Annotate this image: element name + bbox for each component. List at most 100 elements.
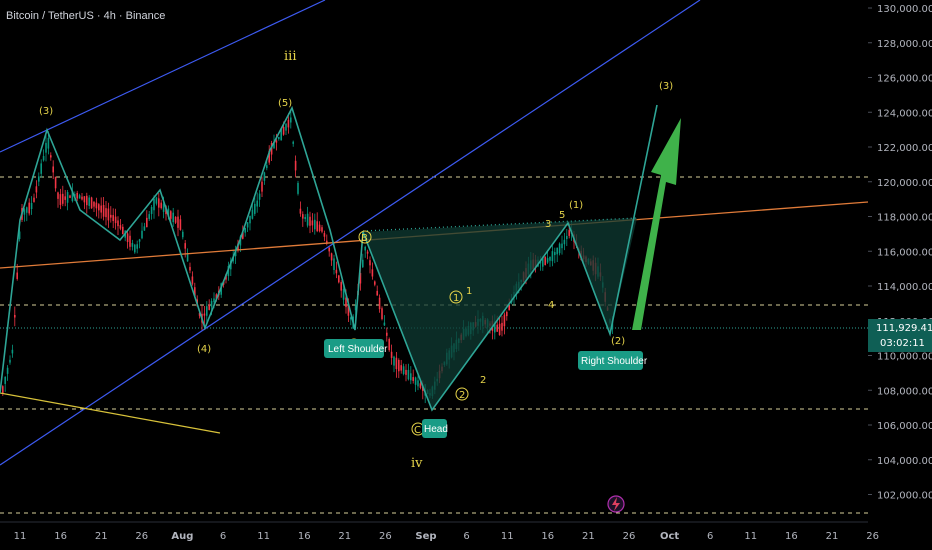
channel-lower-line: [0, 0, 701, 466]
candle-body: [400, 365, 402, 371]
candle-body: [278, 136, 280, 140]
candle-body: [174, 216, 177, 223]
candle-body: [254, 203, 256, 214]
wave-label-p3-right: (3): [659, 81, 673, 92]
price-axis[interactable]: 130,000.00 128,000.00 126,000.00 124,000.00…: [868, 0, 932, 550]
candle-body: [314, 219, 316, 230]
wave-label-4-small: 4: [548, 300, 554, 311]
candle-body: [50, 155, 52, 158]
candle-body: [333, 258, 335, 270]
lightning-bolt-icon: [612, 497, 620, 511]
inverse-head-shoulders-pattern: [0, 104, 658, 412]
candle-body: [371, 269, 374, 277]
candle-body: [390, 351, 393, 358]
candle-body: [45, 142, 47, 153]
candle-body: [69, 195, 71, 198]
candle-body: [568, 230, 570, 236]
wave-label-5: (5): [278, 98, 292, 109]
wave-label-iii: iii: [284, 49, 296, 64]
time-axis-tick: 11: [14, 531, 27, 542]
time-axis-background: [0, 522, 932, 550]
time-axis-tick: Aug: [171, 531, 193, 542]
candle-body: [249, 215, 251, 224]
candle-body: [494, 321, 496, 333]
candle-body: [561, 243, 563, 249]
candle-body: [405, 369, 407, 375]
candle-body: [98, 204, 100, 211]
wave-circle-1: [449, 290, 463, 304]
candle-body: [129, 235, 131, 247]
candle-body: [134, 244, 136, 253]
candle-body: [143, 226, 146, 231]
candle-body: [167, 208, 170, 217]
time-axis[interactable]: 11 16 21 26 Aug 6 11 16 21 26 Sep 6 11 16 21 26 Oct 6 11 16…: [0, 521, 932, 550]
candle-body: [23, 209, 26, 215]
candle-body: [182, 231, 184, 238]
candle-body: [189, 266, 191, 271]
candle-body: [304, 216, 306, 220]
candle-body: [158, 198, 160, 208]
candle-body: [417, 380, 419, 387]
candle-body: [318, 224, 321, 232]
price-axis-tick: 108,000.00: [877, 386, 932, 397]
candle-body: [138, 239, 141, 242]
candle-body: [35, 186, 38, 193]
candle-body: [551, 251, 554, 262]
wave-circle-2: [455, 387, 469, 401]
time-axis-tick: 6: [707, 531, 713, 542]
candle-body: [208, 304, 210, 310]
candle-body: [33, 197, 35, 202]
time-axis-tick: 11: [501, 531, 514, 542]
candle-body: [112, 215, 114, 222]
candle-body: [155, 197, 158, 204]
candle-body: [563, 239, 566, 245]
candle-body: [282, 126, 285, 135]
time-axis-tick: 26: [866, 531, 879, 542]
candle-body: [258, 193, 261, 200]
candle-body: [261, 181, 263, 192]
candle-body: [311, 220, 314, 226]
candle-body: [340, 282, 342, 291]
candle-body: [160, 202, 162, 209]
candle-body: [57, 192, 59, 199]
candle-body: [148, 214, 150, 219]
candle-body: [496, 324, 498, 332]
candle-body: [117, 220, 119, 227]
channel-upper-line: [0, 0, 326, 153]
time-axis-tick: Sep: [415, 531, 436, 542]
price-axis-tick: 126,000.00: [877, 74, 932, 85]
event-marker[interactable]: [607, 495, 625, 513]
candle-body: [110, 214, 112, 218]
candle-body: [81, 196, 83, 200]
candle-body: [102, 205, 105, 217]
candle-body: [66, 192, 69, 203]
wave-label-iv: iv: [411, 456, 423, 471]
candle-body: [402, 366, 405, 374]
candle-body: [347, 304, 350, 316]
candle-body: [556, 247, 558, 255]
candle-body: [2, 386, 4, 394]
candle-body: [126, 233, 129, 242]
candle-body: [270, 143, 273, 155]
price-axis-tick: 106,000.00: [877, 421, 932, 432]
candle-body: [210, 300, 213, 307]
price-axis-tick: 130,000.00: [877, 4, 932, 15]
left-shoulder-label: Left Shoulder: [328, 344, 388, 355]
candle-body: [381, 308, 383, 320]
candle-body: [107, 208, 110, 221]
candle-body: [407, 369, 410, 380]
candle-body: [419, 383, 422, 388]
candle-body: [386, 332, 388, 336]
candle-body: [122, 226, 124, 235]
projection-arrow: [632, 118, 681, 330]
price-axis-tick: 118,000.00: [877, 213, 932, 224]
candle-body: [170, 211, 172, 219]
time-axis-tick: 16: [298, 531, 311, 542]
current-price-label: 111,929.41: [876, 323, 932, 334]
right-shoulder-label: Right Shoulder: [581, 356, 648, 367]
time-axis-tick: 6: [220, 531, 226, 542]
price-axis-tick: 116,000.00: [877, 247, 932, 258]
pattern-tags: Left Shoulder Head Right Shoulder: [324, 339, 648, 438]
price-axis-tick: 102,000.00: [877, 491, 932, 502]
